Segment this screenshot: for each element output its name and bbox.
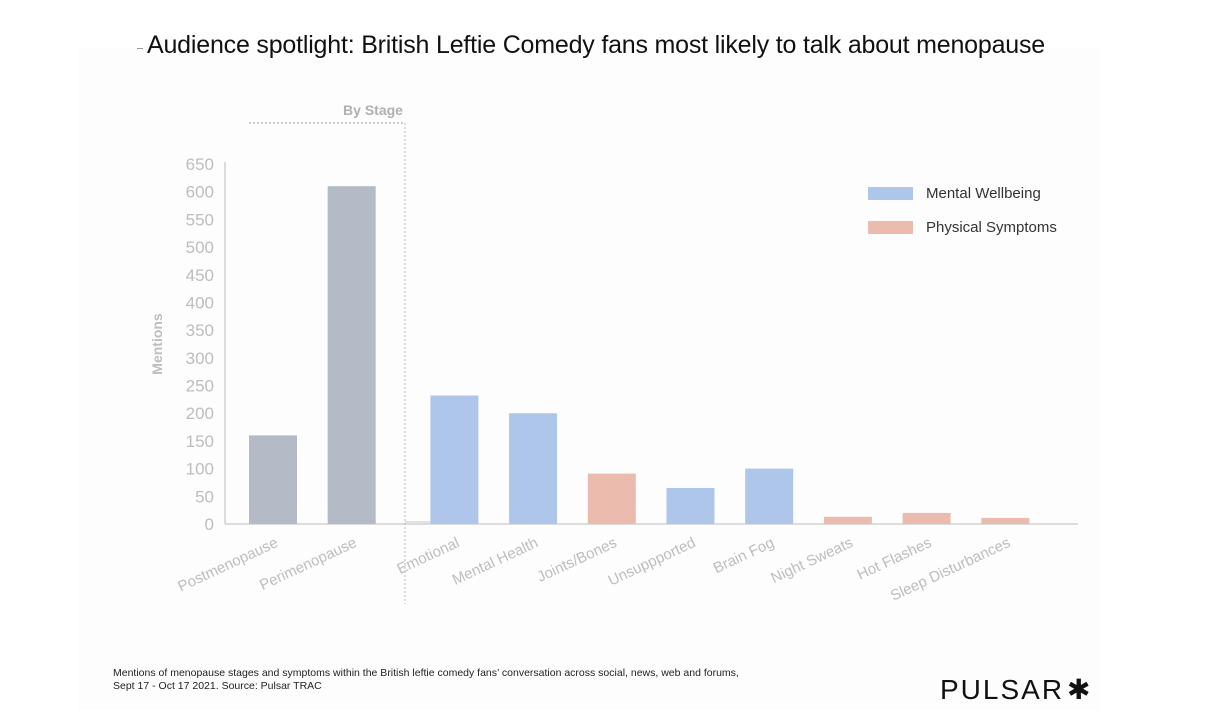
- bar-brain-fog: [745, 468, 794, 524]
- bar-postmenopause: [249, 435, 297, 524]
- title-dash: [137, 48, 143, 49]
- footnote-line-1: Mentions of menopause stages and symptom…: [113, 667, 739, 679]
- x-tick-label: Night Sweats: [768, 534, 855, 587]
- y-tick-label: 350: [186, 321, 214, 340]
- footnote: Mentions of menopause stages and symptom…: [113, 667, 739, 693]
- bar-emotional: [430, 395, 479, 524]
- legend-label: Physical Symptoms: [926, 219, 1057, 236]
- y-tick-label: 400: [186, 293, 214, 312]
- y-tick-label: 450: [186, 266, 214, 285]
- footnote-line-2: Sept 17 - Oct 17 2021. Source: Pulsar TR…: [113, 680, 322, 692]
- bar-perimenopause: [327, 186, 376, 524]
- group-label: By Stage: [343, 102, 403, 118]
- bar-mental-health: [509, 413, 558, 524]
- x-tick-label: Unsuppported: [606, 534, 699, 589]
- y-tick-label: 200: [186, 404, 214, 423]
- y-tick-label: 500: [186, 238, 214, 257]
- y-tick-label: 0: [205, 515, 214, 534]
- bar-joints-bones: [587, 473, 636, 524]
- y-axis-label: Mentions: [149, 313, 165, 375]
- y-tick-label: 150: [186, 432, 214, 451]
- page-title: Audience spotlight: British Leftie Comed…: [147, 31, 1045, 59]
- x-tick-label: Mental Health: [450, 534, 541, 589]
- asterisk-icon: ✱: [1067, 674, 1093, 705]
- y-tick-label: 100: [186, 460, 214, 479]
- y-tick-label: 250: [186, 377, 214, 396]
- legend-label: Mental Wellbeing: [926, 185, 1041, 202]
- y-tick-label: 650: [186, 155, 214, 174]
- chart-panel: [78, 48, 1100, 710]
- pulsar-logo: PULSAR ✱: [940, 673, 1093, 706]
- bar-night-sweats: [823, 516, 872, 524]
- brand-name: PULSAR: [940, 673, 1065, 705]
- bar-unsuppported: [666, 488, 715, 524]
- x-tick-label: Brain Fog: [711, 534, 777, 577]
- bar-hot-flashes: [902, 512, 951, 524]
- legend-swatch: [868, 187, 913, 200]
- y-tick-label: 550: [186, 210, 214, 229]
- y-tick-label: 50: [195, 487, 214, 506]
- bar-sleep-disturbances: [981, 517, 1030, 524]
- legend-swatch: [868, 221, 913, 234]
- y-tick-label: 300: [186, 349, 214, 368]
- y-tick-label: 600: [186, 183, 214, 202]
